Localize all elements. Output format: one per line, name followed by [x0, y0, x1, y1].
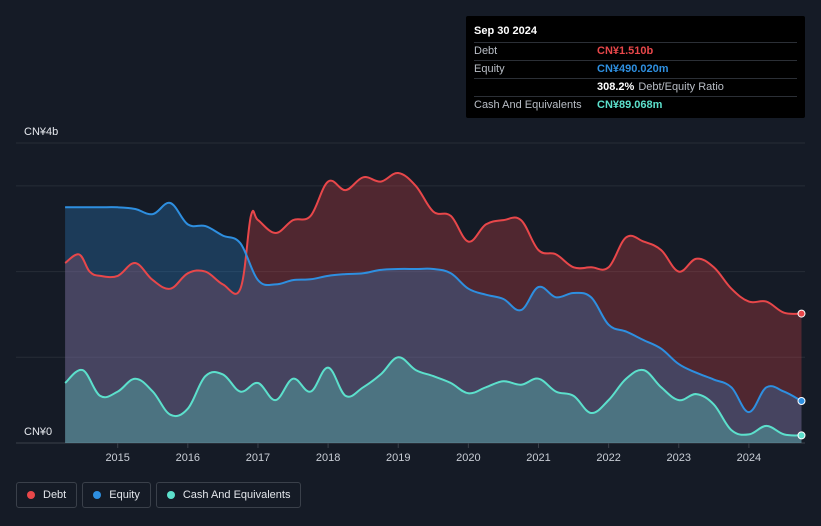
tooltip-row-value: CN¥89.068m: [597, 99, 663, 111]
legend-dot-icon: [27, 491, 35, 499]
x-tick-label: 2024: [737, 452, 761, 464]
x-tick-label: 2015: [105, 452, 129, 464]
x-tick-label: 2022: [596, 452, 620, 464]
tooltip-row-label: Cash And Equivalents: [474, 99, 582, 111]
debt-line: [64, 171, 802, 315]
tooltip-row: Cash And Equivalents CN¥89.068m: [474, 96, 797, 114]
x-tick-label: 2019: [386, 452, 410, 464]
legend-item-debt[interactable]: Debt: [16, 482, 78, 508]
gridlines: [16, 142, 805, 444]
x-tick-label: 2020: [456, 452, 480, 464]
tooltip-row-label: [474, 79, 597, 96]
equity-line: [65, 201, 802, 414]
chart-legend: Debt Equity Cash And Equivalents: [16, 482, 302, 508]
tooltip-rows: Debt CN¥1.510b Equity CN¥490.020m 308.2% Debt…: [474, 42, 797, 114]
legend-dot-icon: [166, 491, 175, 499]
x-tick-label: 2016: [176, 452, 200, 464]
debt-end-marker: [797, 309, 806, 318]
legend-item-cash-and-equivalents[interactable]: Cash And Equivalents: [155, 482, 302, 508]
data-tooltip: Sep 30 2024 Debt CN¥1.510b Equity CN¥490.02…: [466, 16, 805, 118]
legend-label: Debt: [43, 489, 67, 501]
tooltip-row-value: 308.2%: [597, 81, 635, 93]
x-tick-label: 2017: [246, 452, 270, 464]
series-lines: [64, 171, 802, 437]
y-axis-top-label: CN¥4b: [24, 126, 58, 138]
x-tick-label: 2023: [667, 452, 691, 464]
equity-end-marker: [797, 397, 806, 405]
x-tick-label: 2021: [526, 452, 550, 464]
x-axis-ticks: 2015 2016 2017 2018 2019 2020 2021 2022 2023 2024: [105, 443, 761, 464]
tooltip-row-value: CN¥490.020m: [597, 63, 669, 75]
tooltip-date: Sep 30 2024: [474, 25, 537, 37]
tooltip-row: Debt CN¥1.510b: [474, 42, 797, 60]
cash-and-equivalents-area: [65, 357, 802, 443]
legend-item-equity[interactable]: Equity: [82, 482, 151, 508]
tooltip-row: 308.2% Debt/Equity Ratio: [474, 78, 797, 96]
series-end-markers: [797, 309, 806, 440]
debt-area: [65, 172, 802, 444]
cash-and-equivalents-end-marker: [797, 431, 806, 440]
cash-and-equivalents-line: [64, 356, 802, 437]
legend-label: Equity: [109, 489, 140, 501]
legend-dot-icon: [93, 491, 102, 499]
tooltip-row-label: Equity: [474, 63, 505, 75]
tooltip-row-extra: Debt/Equity Ratio: [638, 81, 724, 93]
tooltip-row-label: Debt: [474, 45, 498, 57]
y-axis-bottom-label: CN¥0: [24, 426, 52, 438]
series-areas: [65, 172, 802, 444]
tooltip-row-value: CN¥1.510b: [597, 45, 654, 57]
tooltip-row: Equity CN¥490.020m: [474, 60, 797, 78]
legend-label: Cash And Equivalents: [182, 489, 291, 501]
x-tick-label: 2018: [316, 452, 340, 464]
